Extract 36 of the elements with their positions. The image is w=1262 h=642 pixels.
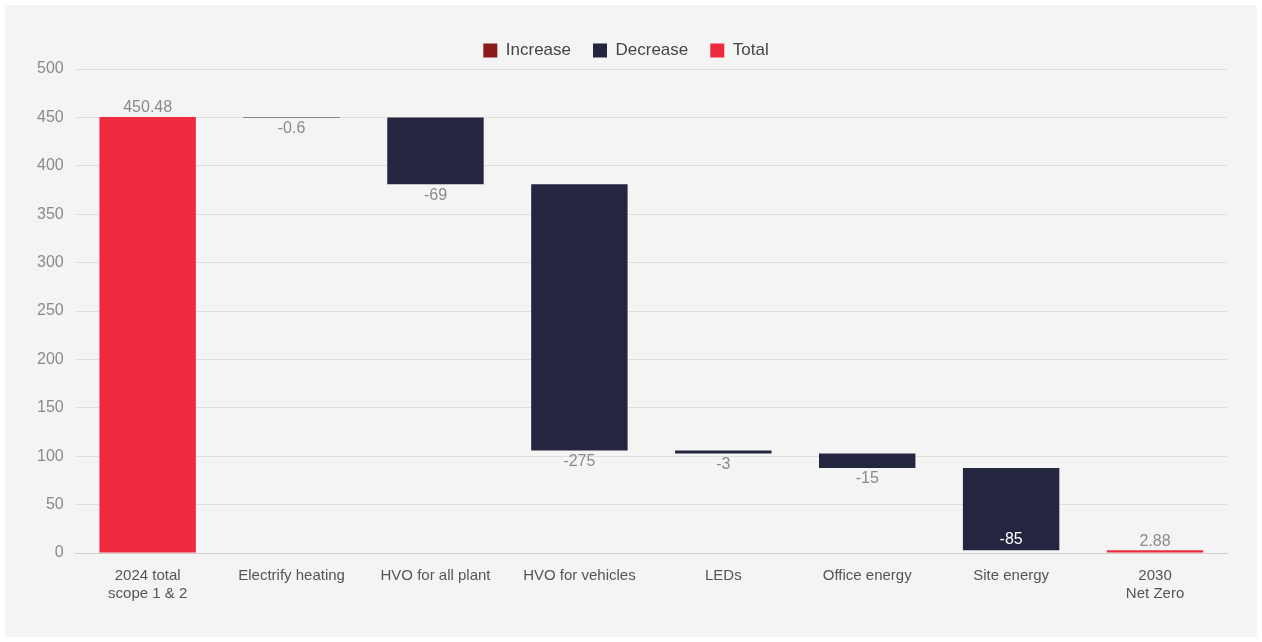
data-label: -275 [563,451,596,469]
x-tick-label: Electrify heating [238,566,345,584]
bar [531,184,628,451]
bar [387,117,484,185]
data-label: 450.48 [123,98,173,116]
y-tick-label: 150 [36,398,64,416]
data-label: -85 [999,529,1023,547]
legend-label: Total [732,40,769,60]
data-label: 2.88 [1139,531,1171,549]
x-tick-label: 2024 total scope 1 & 2 [108,566,188,602]
y-tick-label: 250 [36,301,64,319]
bar [962,467,1060,551]
y-tick-label: 450 [36,107,64,125]
x-tick-label: Office energy [822,566,913,584]
y-tick-label: 100 [36,446,64,464]
bar [99,116,196,553]
y-tick-label: 500 [36,59,64,77]
x-tick-label: HVO for all plant [380,566,492,584]
data-label: -15 [855,469,879,487]
legend-label: Increase [505,40,572,60]
y-tick-label: 350 [36,204,64,222]
x-tick-label: 2030 Net Zero [1125,566,1185,602]
legend-label: Decrease [615,40,689,60]
y-tick-label: 300 [36,253,64,271]
y-tick-label: 0 [54,543,64,561]
data-label: -0.6 [277,118,306,136]
y-tick-label: 200 [36,349,64,367]
x-tick-label: LEDs [704,566,742,584]
y-tick-label: 400 [36,156,64,174]
bar [1106,550,1204,553]
data-label: -3 [716,454,731,472]
y-tick-label: 50 [45,495,64,513]
data-label: -69 [423,185,448,203]
x-tick-label: HVO for vehicles [523,566,636,584]
x-tick-label: Site energy [973,566,1050,584]
bar [819,453,916,468]
